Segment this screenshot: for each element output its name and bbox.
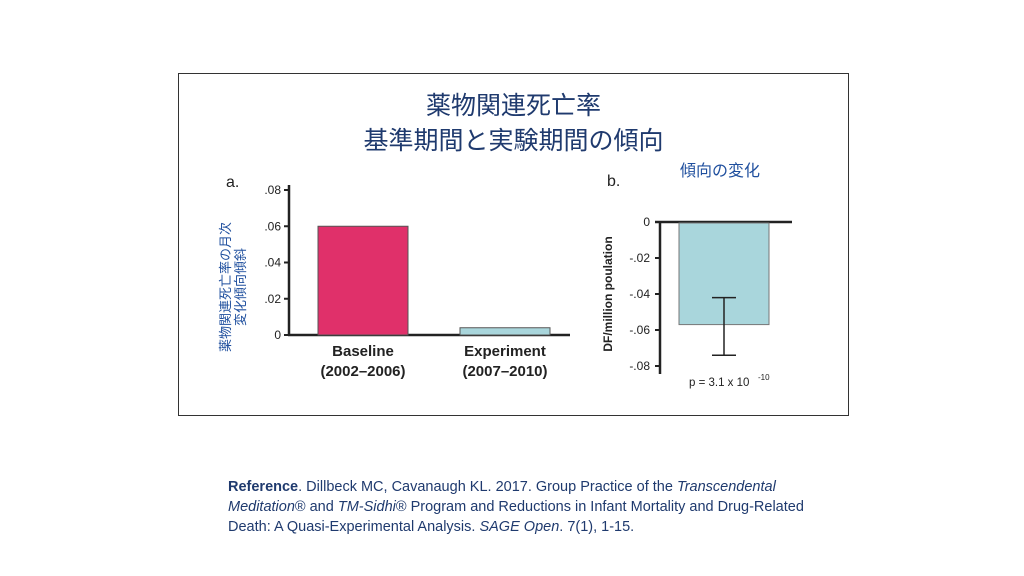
figure-title-line2: 基準期間と実験期間の傾向 — [363, 126, 664, 155]
reference-text: ® Program and Reductions in Infant Morta… — [228, 499, 804, 535]
figure-frame — [178, 73, 849, 416]
y-tick-label-b: 0 — [643, 215, 650, 229]
bar-a-0 — [317, 225, 409, 336]
reference-label: Reference — [228, 479, 299, 495]
figure-title-line1: 薬物関連死亡率 — [425, 91, 601, 120]
p-value-exponent: -10 — [758, 373, 770, 382]
panel-label-a: a. — [226, 174, 239, 191]
y-axis-label-b: DF/million poulation — [601, 236, 615, 351]
y-axis-label-a: 変化傾向傾斜 — [233, 248, 249, 326]
y-tick-label-b: -.06 — [629, 323, 650, 337]
x-tick-label-a: (2002–2006) — [320, 363, 405, 380]
y-axis-label-a: 薬物関連死亡率の月次 — [218, 222, 234, 352]
y-tick-label-a: .08 — [264, 183, 281, 197]
x-tick-label-a: Baseline — [332, 343, 394, 360]
y-tick-label-b: -.02 — [629, 251, 650, 265]
reference-italic: SAGE Open — [479, 519, 560, 535]
reference-text: . Dillbeck MC, Cavanaugh KL. 2017. Group… — [298, 479, 677, 495]
p-value-annotation: p = 3.1 x 10 — [689, 377, 749, 389]
reference-italic: Transcendental Meditation — [228, 479, 776, 515]
chart-title-b: 傾向の変化 — [680, 161, 760, 180]
x-tick-label-a: Experiment — [464, 343, 546, 360]
panel-label-b: b. — [607, 173, 620, 190]
y-tick-label-a: 0 — [274, 328, 281, 342]
y-tick-label-a: .04 — [264, 256, 281, 270]
reference: Reference. Dillbeck MC, Cavanaugh KL. 20… — [228, 477, 818, 537]
y-tick-label-a: .02 — [264, 292, 281, 306]
y-tick-label-b: -.04 — [629, 287, 650, 301]
reference-italic: TM-Sidhi — [337, 499, 396, 515]
y-tick-label-a: .06 — [264, 219, 281, 233]
x-tick-label-a: (2007–2010) — [462, 363, 547, 380]
reference-text: . 7(1), 1-15. — [559, 519, 635, 535]
bar-a-1 — [459, 327, 551, 336]
y-tick-label-b: -.08 — [629, 359, 650, 373]
reference-text: ® and — [294, 499, 338, 515]
